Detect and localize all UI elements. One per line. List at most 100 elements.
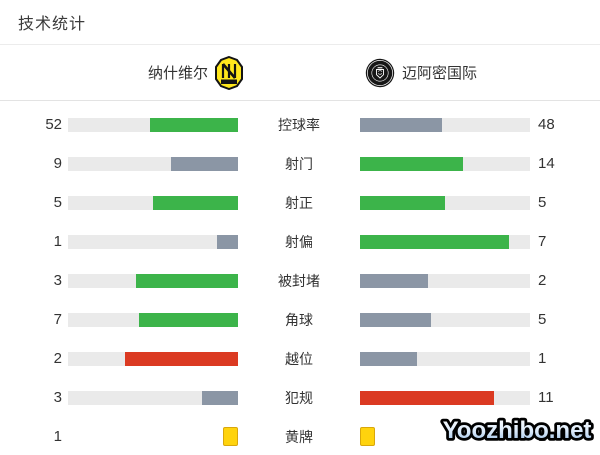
home-value: 3 [53,272,62,289]
away-bar [360,156,530,171]
away-value: 7 [538,233,547,250]
away-value: 14 [538,155,555,172]
stat-row-角球: 7 角球 5 [0,300,600,339]
away-value: 1 [538,350,547,367]
away-team: 迈阿密国际 [300,45,600,100]
stat-label: 射偏 [285,233,313,250]
home-value: 5 [53,194,62,211]
home-bar-fill [138,312,238,327]
home-team: 纳什维尔 [0,45,300,100]
nashville-badge-icon [215,55,243,90]
away-bar [360,234,530,249]
home-bar-fill [153,195,238,210]
home-bar-fill [136,273,238,288]
away-bar [360,312,530,327]
home-value: 1 [53,428,62,445]
away-bar-track [360,273,530,288]
page-title: 技术统计 [18,16,87,33]
away-bar-fill [360,351,417,366]
inter-miami-crest-icon [365,58,395,88]
home-bar [68,427,238,447]
stat-row-黄牌: 1 黄牌 1 [0,417,600,455]
stat-label: 犯规 [285,389,313,406]
away-bar-fill [360,195,445,210]
away-bar [360,351,530,366]
home-bar-track [68,273,238,288]
home-bar-fill [216,234,238,249]
team-header: 纳什维尔 迈阿密国际 [0,45,600,101]
away-bar-fill [360,117,442,132]
home-bar-fill [171,156,238,171]
home-bar [68,234,238,249]
away-bar-fill [360,273,428,288]
away-bar-track [360,390,530,405]
home-bar-fill [149,117,238,132]
away-value: 2 [538,272,547,289]
home-bar [68,117,238,132]
home-value: 7 [53,311,62,328]
away-bar-fill [360,390,494,405]
home-bar-track [68,390,238,405]
home-bar [68,195,238,210]
away-bar-track [360,351,530,366]
home-bar-fill [124,351,238,366]
home-bar [68,390,238,405]
home-value: 9 [53,155,62,172]
away-bar-track [360,312,530,327]
stat-row-被封堵: 3 被封堵 2 [0,261,600,300]
watermark: Yoozhibo.net [438,412,596,453]
away-bar-fill [360,156,464,171]
stat-label: 射正 [285,194,313,211]
watermark-text: Yoozhibo.net [443,417,592,444]
away-bar [360,390,530,405]
away-bar-track [360,117,530,132]
stat-row-射偏: 1 射偏 7 [0,222,600,261]
away-bar [360,427,530,447]
stat-label: 黄牌 [285,428,313,445]
title-bar: 技术统计 [0,0,600,45]
away-value: 11 [538,389,554,406]
away-value: 48 [538,116,555,133]
away-value: 1 [538,428,547,445]
stat-row-犯规: 3 犯规 11 [0,378,600,417]
away-bar-fill [360,312,431,327]
home-value: 1 [53,233,62,250]
stat-label: 射门 [285,155,313,172]
home-bar-track [68,234,238,249]
home-bar-track [68,156,238,171]
home-yellow-card-icon [223,427,238,446]
stats-list: 52 控球率 48 9 射门 14 5 射正 5 1 射偏 7 3 被封堵 2 7 角球 5 2 越位 1 3 犯规 11 1 黄… [0,101,600,455]
away-bar-track [360,156,530,171]
home-bar-track [68,117,238,132]
stat-row-射正: 5 射正 5 [0,183,600,222]
home-team-name: 纳什维尔 [147,65,208,82]
away-bar-track [360,234,530,249]
away-bar [360,273,530,288]
stat-row-控球率: 52 控球率 48 [0,105,600,144]
stat-row-射门: 9 射门 14 [0,144,600,183]
home-bar-track [68,312,238,327]
away-team-name: 迈阿密国际 [402,65,478,82]
home-bar-fill [201,390,238,405]
stat-label: 控球率 [278,116,320,133]
home-bar-track [68,351,238,366]
home-value: 3 [53,389,62,406]
away-bar-fill [360,234,509,249]
away-value: 5 [538,311,547,328]
stat-label: 越位 [285,350,313,367]
home-bar-track [68,195,238,210]
away-yellow-card-icon [360,427,375,446]
home-value: 2 [53,350,62,367]
away-bar [360,117,530,132]
stat-label: 角球 [285,311,313,328]
away-bar-track [360,195,530,210]
stat-row-越位: 2 越位 1 [0,339,600,378]
stat-label: 被封堵 [278,272,320,289]
home-bar [68,273,238,288]
home-bar [68,351,238,366]
home-bar [68,156,238,171]
away-value: 5 [538,194,547,211]
home-value: 52 [45,116,62,133]
away-bar [360,195,530,210]
